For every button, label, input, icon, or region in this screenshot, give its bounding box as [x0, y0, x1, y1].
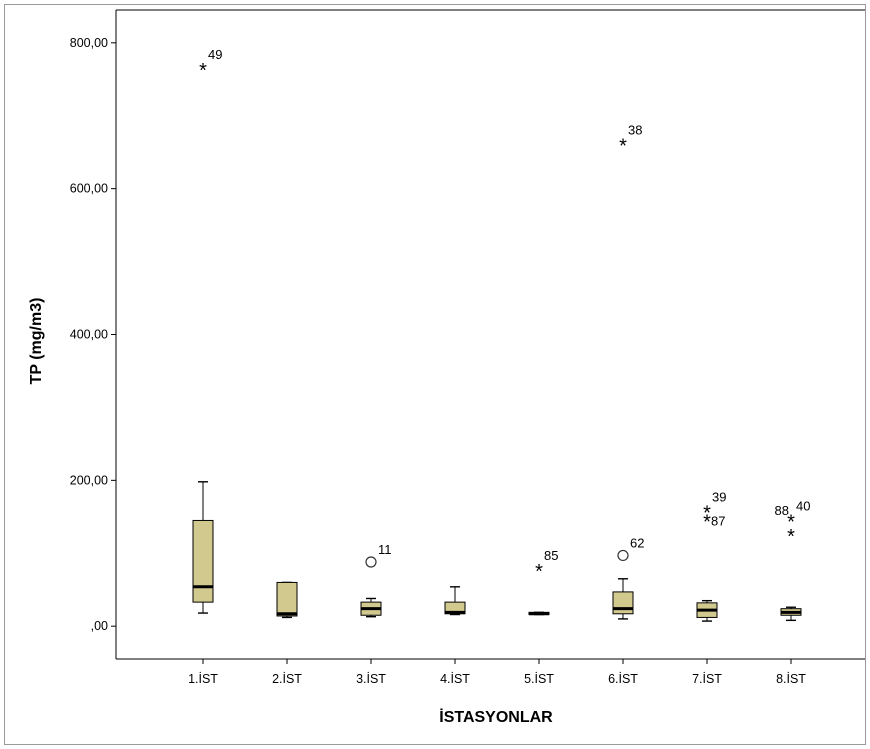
y-tick-label: 800,00: [70, 36, 108, 50]
box-6: *38 62: [612, 123, 644, 620]
box-8: *40*88: [775, 498, 810, 622]
box-2: [276, 581, 298, 619]
y-tick-label: 600,00: [70, 182, 108, 196]
box-1: *49: [192, 47, 222, 614]
x-tick-label: 6.İST: [608, 672, 638, 686]
iqr-box: [192, 519, 214, 603]
outlier-circle: [617, 549, 629, 562]
y-axis-title: TP (mg/m3): [28, 298, 45, 385]
outlier-label: 62: [630, 535, 644, 550]
iqr-box: [276, 581, 298, 617]
outlier-label: 87: [711, 513, 725, 528]
outlier-label: 11: [378, 542, 392, 557]
outlier-star: *: [703, 503, 711, 525]
outlier-star: *: [787, 511, 795, 533]
y-axis: ,00 200,00 400,00 600,00 800,00: [70, 9, 865, 659]
outlier-label: 88: [775, 503, 789, 518]
x-tick-label: 2.İST: [272, 672, 302, 686]
y-tick-label: 400,00: [70, 328, 108, 342]
y-tick-label: 200,00: [70, 473, 108, 487]
outlier-label: 38: [628, 123, 642, 138]
outlier-label: 85: [544, 548, 558, 563]
outlier-circle: [365, 556, 377, 568]
x-axis: 1.İST 2.İST 3.İST 4.İST 5.İST 6.İST 7.İST 8.İST: [116, 658, 865, 686]
outlier-label: 39: [712, 490, 726, 505]
box-7: *39* 87: [696, 490, 726, 622]
box-4: [444, 586, 466, 616]
box-5: *85: [528, 548, 558, 616]
x-tick-label: 5.İST: [524, 672, 554, 686]
x-tick-label: 4.İST: [440, 672, 470, 686]
x-tick-label: 7.İST: [692, 672, 722, 686]
boxplot-chart: ,00 200,00 400,00 600,00 800,00 1.İST 2.İST 3.…: [28, 9, 865, 726]
outlier-star: *: [199, 60, 207, 82]
outlier-star: *: [535, 561, 543, 583]
outlier-label: 40: [796, 498, 810, 513]
chart-frame: ,00 200,00 400,00 600,00 800,00 1.İST 2.İST 3.…: [4, 4, 866, 745]
x-tick-label: 3.İST: [356, 672, 386, 686]
box-3: 11: [360, 542, 392, 618]
outlier-star: *: [703, 511, 711, 533]
y-tick-label: ,00: [91, 619, 108, 633]
outlier-label: 49: [208, 47, 222, 62]
x-tick-label: 1.İST: [188, 672, 218, 686]
outlier-star: *: [787, 526, 795, 548]
x-tick-label: 8.İST: [776, 672, 806, 686]
iqr-box: [612, 591, 634, 615]
x-axis-title: İSTASYONLAR: [439, 708, 553, 726]
outlier-star: *: [619, 136, 627, 158]
